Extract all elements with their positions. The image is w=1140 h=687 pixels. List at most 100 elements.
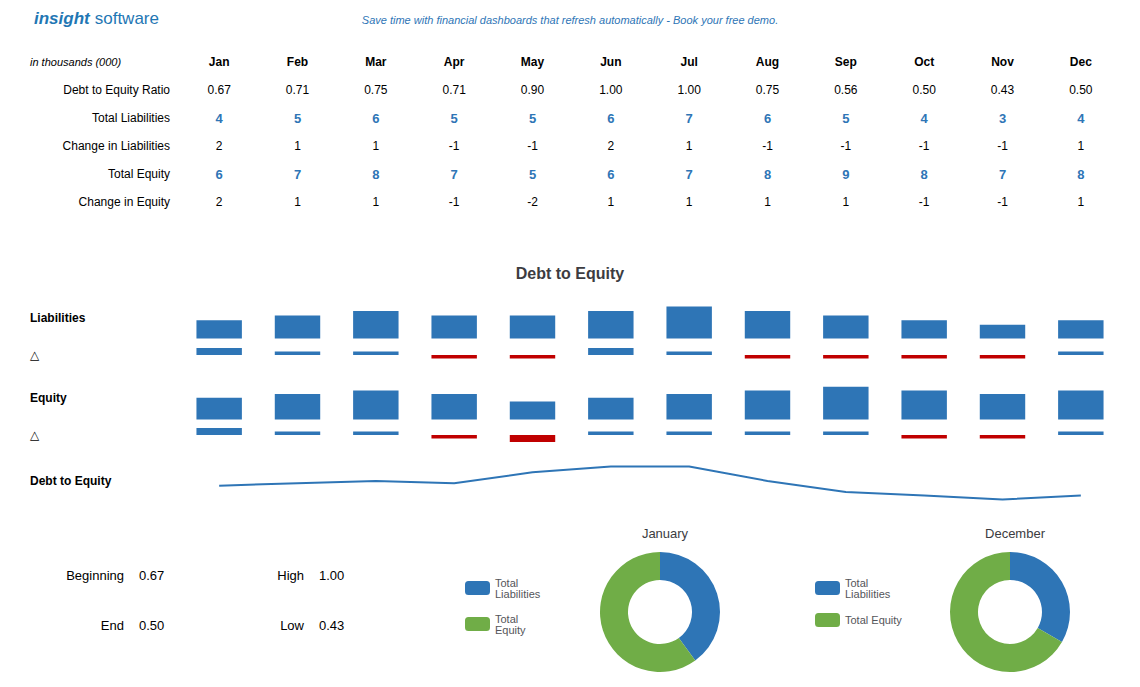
svg-text:Total Equity: Total Equity bbox=[845, 614, 902, 626]
svg-text:0.71: 0.71 bbox=[286, 83, 310, 97]
svg-text:Dec: Dec bbox=[1070, 55, 1092, 69]
svg-text:8: 8 bbox=[1077, 167, 1084, 182]
svg-text:1: 1 bbox=[372, 139, 379, 153]
svg-text:6: 6 bbox=[372, 111, 379, 126]
svg-text:Debt to Equity: Debt to Equity bbox=[516, 265, 625, 282]
svg-text:5: 5 bbox=[451, 111, 458, 126]
svg-text:May: May bbox=[521, 55, 545, 69]
svg-text:△: △ bbox=[30, 348, 40, 362]
svg-text:△: △ bbox=[30, 428, 40, 442]
svg-text:7: 7 bbox=[294, 167, 301, 182]
svg-text:Apr: Apr bbox=[444, 55, 465, 69]
svg-text:5: 5 bbox=[842, 111, 849, 126]
svg-text:1: 1 bbox=[607, 195, 614, 209]
svg-text:0.75: 0.75 bbox=[756, 83, 780, 97]
svg-text:December: December bbox=[985, 526, 1046, 541]
svg-text:January: January bbox=[642, 526, 689, 541]
svg-text:8: 8 bbox=[764, 167, 771, 182]
svg-text:software: software bbox=[95, 9, 159, 28]
svg-text:Total Equity: Total Equity bbox=[108, 167, 170, 181]
svg-text:Jun: Jun bbox=[600, 55, 621, 69]
svg-text:Change in Equity: Change in Equity bbox=[79, 195, 170, 209]
svg-text:1: 1 bbox=[294, 195, 301, 209]
svg-text:7: 7 bbox=[686, 111, 693, 126]
svg-text:5: 5 bbox=[529, 111, 536, 126]
svg-text:-1: -1 bbox=[997, 139, 1008, 153]
svg-text:Sep: Sep bbox=[835, 55, 857, 69]
svg-text:3: 3 bbox=[999, 111, 1006, 126]
svg-text:-1: -1 bbox=[840, 139, 851, 153]
svg-text:Aug: Aug bbox=[756, 55, 779, 69]
svg-text:5: 5 bbox=[294, 111, 301, 126]
svg-text:4: 4 bbox=[921, 111, 929, 126]
svg-text:1.00: 1.00 bbox=[677, 83, 701, 97]
svg-text:1: 1 bbox=[686, 139, 693, 153]
svg-text:6: 6 bbox=[607, 111, 614, 126]
svg-text:-1: -1 bbox=[527, 139, 538, 153]
svg-text:0.75: 0.75 bbox=[364, 83, 388, 97]
svg-text:Low: Low bbox=[280, 618, 304, 633]
svg-text:1: 1 bbox=[1077, 195, 1084, 209]
svg-text:0.50: 0.50 bbox=[912, 83, 936, 97]
svg-text:0.50: 0.50 bbox=[1069, 83, 1093, 97]
svg-text:Liabilities: Liabilities bbox=[495, 588, 541, 600]
svg-text:1: 1 bbox=[372, 195, 379, 209]
svg-text:Liabilities: Liabilities bbox=[845, 588, 891, 600]
svg-text:4: 4 bbox=[1077, 111, 1085, 126]
svg-text:-1: -1 bbox=[449, 195, 460, 209]
svg-text:in thousands (000): in thousands (000) bbox=[30, 56, 121, 68]
svg-text:Debt to Equity Ratio: Debt to Equity Ratio bbox=[63, 83, 170, 97]
svg-text:Equity: Equity bbox=[30, 391, 67, 405]
svg-text:5: 5 bbox=[529, 167, 536, 182]
svg-text:7: 7 bbox=[999, 167, 1006, 182]
svg-text:1: 1 bbox=[1077, 139, 1084, 153]
svg-text:8: 8 bbox=[372, 167, 379, 182]
svg-text:1: 1 bbox=[686, 195, 693, 209]
svg-text:-1: -1 bbox=[919, 139, 930, 153]
svg-text:0.56: 0.56 bbox=[834, 83, 858, 97]
svg-text:End: End bbox=[101, 618, 124, 633]
svg-text:0.43: 0.43 bbox=[991, 83, 1015, 97]
svg-text:0.67: 0.67 bbox=[139, 568, 164, 583]
svg-text:Liabilities: Liabilities bbox=[30, 311, 86, 325]
svg-text:-1: -1 bbox=[997, 195, 1008, 209]
svg-text:Equity: Equity bbox=[495, 624, 526, 636]
svg-text:-1: -1 bbox=[762, 139, 773, 153]
svg-text:1.00: 1.00 bbox=[319, 568, 344, 583]
svg-text:Jan: Jan bbox=[209, 55, 230, 69]
svg-text:Total Liabilities: Total Liabilities bbox=[92, 111, 170, 125]
svg-text:Save time with financial dashb: Save time with financial dashboards that… bbox=[362, 14, 778, 26]
svg-text:6: 6 bbox=[607, 167, 614, 182]
svg-text:0.43: 0.43 bbox=[319, 618, 344, 633]
svg-text:7: 7 bbox=[451, 167, 458, 182]
svg-text:1.00: 1.00 bbox=[599, 83, 623, 97]
svg-text:7: 7 bbox=[686, 167, 693, 182]
svg-text:insight: insight bbox=[34, 9, 91, 28]
svg-text:1: 1 bbox=[842, 195, 849, 209]
svg-text:0.67: 0.67 bbox=[207, 83, 231, 97]
svg-text:6: 6 bbox=[764, 111, 771, 126]
svg-text:Mar: Mar bbox=[365, 55, 387, 69]
svg-text:2: 2 bbox=[216, 195, 223, 209]
svg-text:-1: -1 bbox=[449, 139, 460, 153]
svg-text:Jul: Jul bbox=[680, 55, 697, 69]
svg-text:-2: -2 bbox=[527, 195, 538, 209]
svg-text:Oct: Oct bbox=[914, 55, 934, 69]
svg-text:Change in Liabilities: Change in Liabilities bbox=[63, 139, 170, 153]
svg-text:0.90: 0.90 bbox=[521, 83, 545, 97]
svg-text:6: 6 bbox=[216, 167, 223, 182]
svg-text:Debt to Equity: Debt to Equity bbox=[30, 474, 112, 488]
svg-text:0.50: 0.50 bbox=[139, 618, 164, 633]
svg-text:0.71: 0.71 bbox=[442, 83, 466, 97]
svg-text:2: 2 bbox=[216, 139, 223, 153]
svg-text:High: High bbox=[277, 568, 304, 583]
svg-text:Beginning: Beginning bbox=[66, 568, 124, 583]
svg-text:1: 1 bbox=[764, 195, 771, 209]
svg-text:9: 9 bbox=[842, 167, 849, 182]
svg-text:2: 2 bbox=[607, 139, 614, 153]
svg-text:4: 4 bbox=[216, 111, 224, 126]
svg-text:Feb: Feb bbox=[287, 55, 308, 69]
svg-text:8: 8 bbox=[921, 167, 928, 182]
svg-text:Nov: Nov bbox=[991, 55, 1014, 69]
svg-text:1: 1 bbox=[294, 139, 301, 153]
